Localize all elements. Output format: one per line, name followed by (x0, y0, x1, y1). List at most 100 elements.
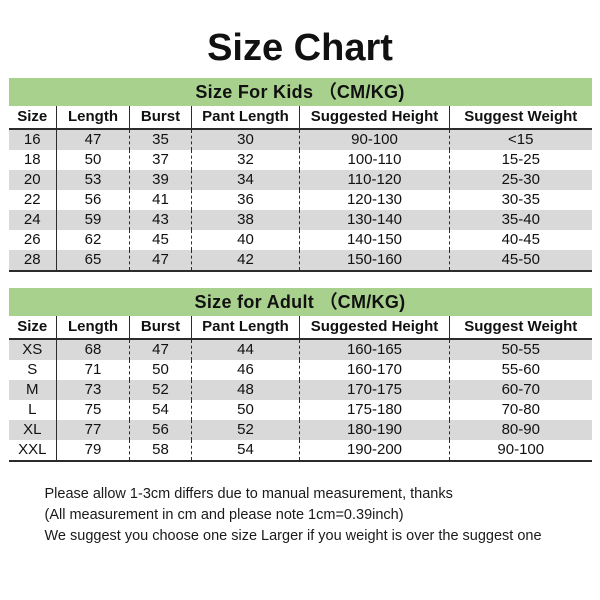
cell-size: 26 (8, 230, 57, 250)
adult-size-table-block: Size for Adult （CM/KG) Size Length Burst… (8, 288, 592, 462)
cell-suggested-height: 130-140 (299, 210, 450, 230)
cell-suggest-weight: 90-100 (449, 440, 592, 462)
cell-suggested-height: 175-180 (299, 400, 450, 420)
cell-suggest-weight: 55-60 (449, 360, 592, 380)
cell-suggest-weight: 30-35 (449, 190, 592, 210)
spacer-between-tables (0, 272, 600, 288)
table-row: XS 68 47 44 160-165 50-55 (8, 339, 592, 360)
cell-suggested-height: 160-170 (299, 360, 450, 380)
cell-size: 28 (8, 250, 57, 272)
adult-size-table: Size Length Burst Pant Length Suggested … (8, 316, 592, 462)
cell-suggest-weight: 35-40 (449, 210, 592, 230)
cell-size: S (8, 360, 57, 380)
cell-length: 65 (56, 250, 130, 272)
table-row: 20 53 39 34 110-120 25-30 (8, 170, 592, 190)
cell-pant-length: 40 (191, 230, 300, 250)
table-row: 22 56 41 36 120-130 30-35 (8, 190, 592, 210)
table-row: 16 47 35 30 90-100 <15 (8, 129, 592, 150)
table-row: 28 65 47 42 150-160 45-50 (8, 250, 592, 272)
cell-pant-length: 42 (191, 250, 300, 272)
table-row: S 71 50 46 160-170 55-60 (8, 360, 592, 380)
cell-pant-length: 50 (191, 400, 300, 420)
cell-burst: 58 (129, 440, 192, 462)
kids-table-body: 16 47 35 30 90-100 <15 18 50 37 32 100-1… (8, 129, 592, 272)
cell-pant-length: 46 (191, 360, 300, 380)
table-header-row: Size Length Burst Pant Length Suggested … (8, 106, 592, 130)
cell-suggested-height: 150-160 (299, 250, 450, 272)
cell-length: 77 (56, 420, 130, 440)
cell-size: M (8, 380, 57, 400)
cell-suggest-weight: 50-55 (449, 339, 592, 360)
cell-suggested-height: 90-100 (299, 129, 450, 150)
cell-size: L (8, 400, 57, 420)
cell-suggested-height: 180-190 (299, 420, 450, 440)
cell-suggest-weight: 25-30 (449, 170, 592, 190)
footer-notes: Please allow 1-3cm differs due to manual… (9, 462, 592, 547)
cell-length: 73 (56, 380, 130, 400)
column-header-size: Size (8, 316, 57, 340)
cell-length: 47 (56, 129, 130, 150)
column-header-suggested-height: Suggested Height (299, 106, 450, 130)
column-header-burst: Burst (129, 106, 192, 130)
cell-burst: 35 (129, 129, 192, 150)
page-title: Size Chart (207, 27, 393, 69)
column-header-pant-length: Pant Length (191, 106, 300, 130)
cell-burst: 41 (129, 190, 192, 210)
cell-pant-length: 34 (191, 170, 300, 190)
column-header-size: Size (8, 106, 57, 130)
cell-pant-length: 36 (191, 190, 300, 210)
column-header-suggest-weight: Suggest Weight (449, 106, 592, 130)
cell-pant-length: 48 (191, 380, 300, 400)
cell-burst: 39 (129, 170, 192, 190)
cell-size: 24 (8, 210, 57, 230)
column-header-burst: Burst (129, 316, 192, 340)
cell-pant-length: 32 (191, 150, 300, 170)
cell-length: 79 (56, 440, 130, 462)
cell-pant-length: 54 (191, 440, 300, 462)
column-header-suggested-height: Suggested Height (299, 316, 450, 340)
cell-size: 22 (8, 190, 57, 210)
cell-suggested-height: 160-165 (299, 339, 450, 360)
cell-burst: 47 (129, 250, 192, 272)
cell-size: 20 (8, 170, 57, 190)
cell-suggest-weight: 40-45 (449, 230, 592, 250)
column-header-length: Length (56, 316, 130, 340)
kids-size-table-block: Size For Kids （CM/KG) Size Length Burst … (8, 78, 592, 272)
cell-burst: 54 (129, 400, 192, 420)
cell-pant-length: 30 (191, 129, 300, 150)
cell-length: 71 (56, 360, 130, 380)
cell-size: XL (8, 420, 57, 440)
cell-suggested-height: 140-150 (299, 230, 450, 250)
cell-suggest-weight: 45-50 (449, 250, 592, 272)
cell-pant-length: 44 (191, 339, 300, 360)
cell-suggested-height: 120-130 (299, 190, 450, 210)
cell-burst: 52 (129, 380, 192, 400)
cell-size: XS (8, 339, 57, 360)
cell-suggest-weight: 80-90 (449, 420, 592, 440)
cell-suggested-height: 110-120 (299, 170, 450, 190)
note-line-2: (All measurement in cm and please note 1… (44, 507, 404, 523)
cell-length: 68 (56, 339, 130, 360)
cell-length: 75 (56, 400, 130, 420)
cell-suggest-weight: 70-80 (449, 400, 592, 420)
cell-length: 62 (56, 230, 130, 250)
column-header-length: Length (56, 106, 130, 130)
cell-length: 59 (56, 210, 130, 230)
table-row: L 75 54 50 175-180 70-80 (8, 400, 592, 420)
note-line-3: We suggest you choose one size Larger if… (44, 528, 542, 544)
adult-table-band-title: Size for Adult （CM/KG) (8, 288, 592, 316)
kids-size-table: Size Length Burst Pant Length Suggested … (8, 106, 592, 272)
cell-burst: 37 (129, 150, 192, 170)
cell-suggest-weight: 15-25 (449, 150, 592, 170)
cell-suggested-height: 190-200 (299, 440, 450, 462)
cell-size: 18 (8, 150, 57, 170)
cell-burst: 56 (129, 420, 192, 440)
cell-suggest-weight: <15 (449, 129, 592, 150)
cell-burst: 43 (129, 210, 192, 230)
cell-length: 50 (56, 150, 130, 170)
adult-table-body: XS 68 47 44 160-165 50-55 S 71 50 46 160… (8, 339, 592, 462)
cell-burst: 45 (129, 230, 192, 250)
cell-size: XXL (8, 440, 57, 462)
table-row: XL 77 56 52 180-190 80-90 (8, 420, 592, 440)
